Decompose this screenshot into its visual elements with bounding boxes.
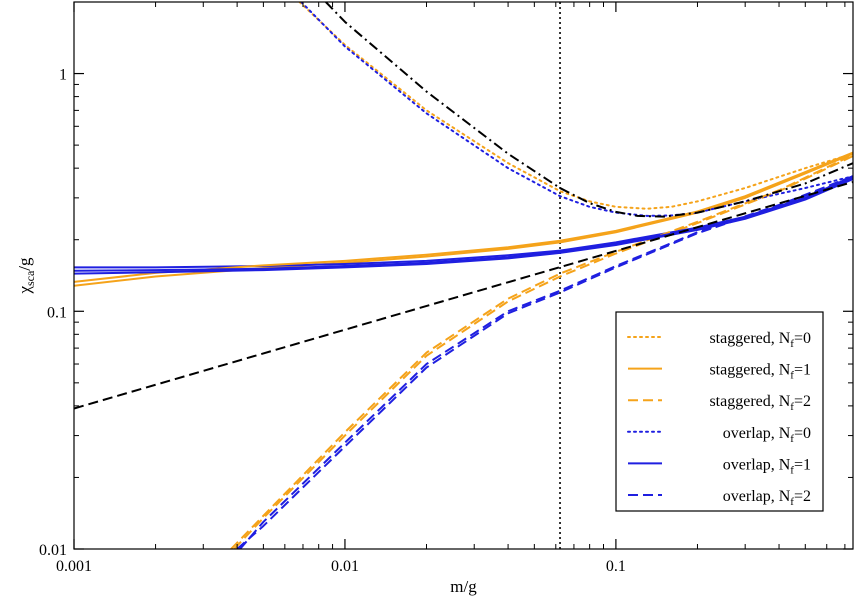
y-tick-label: 1	[59, 67, 67, 84]
series-staggered-n-f-0	[298, 2, 853, 210]
ticks-layer: 0.001 0.01 0.10.010.11	[39, 1, 853, 575]
series-line-10	[236, 176, 853, 549]
legend-label: overlap, Nf=2	[723, 488, 811, 508]
series-layer	[74, 2, 853, 549]
legend-label: overlap, Nf=1	[723, 456, 811, 476]
x-tick-label: 0.01	[331, 558, 359, 575]
legend-box	[615, 311, 824, 512]
x-tick-label: 0.1	[606, 558, 626, 575]
plot-frame	[73, 1, 854, 550]
series-line-11	[325, 2, 853, 218]
series-line-6	[74, 151, 853, 283]
legend-label: staggered, Nf=1	[709, 362, 811, 382]
series-line-9	[74, 178, 853, 275]
x-tick-label: 0.001	[56, 558, 92, 575]
y-axis-label: χsca/g	[15, 257, 37, 295]
x-axis-label: m/g	[450, 577, 477, 596]
legend-label: staggered, Nf=0	[709, 330, 811, 350]
legend-label: staggered, Nf=2	[709, 393, 811, 413]
y-tick-label: 0.1	[47, 304, 67, 321]
legend: staggered, Nf=0 staggered, Nf=1 staggered,…	[615, 311, 824, 512]
series-staggered-n-f-2	[233, 155, 853, 549]
legend-label: overlap, Nf=0	[723, 425, 811, 445]
y-tick-label: 0.01	[39, 542, 67, 559]
series-line-12	[74, 180, 853, 410]
series-line-7	[230, 153, 853, 549]
